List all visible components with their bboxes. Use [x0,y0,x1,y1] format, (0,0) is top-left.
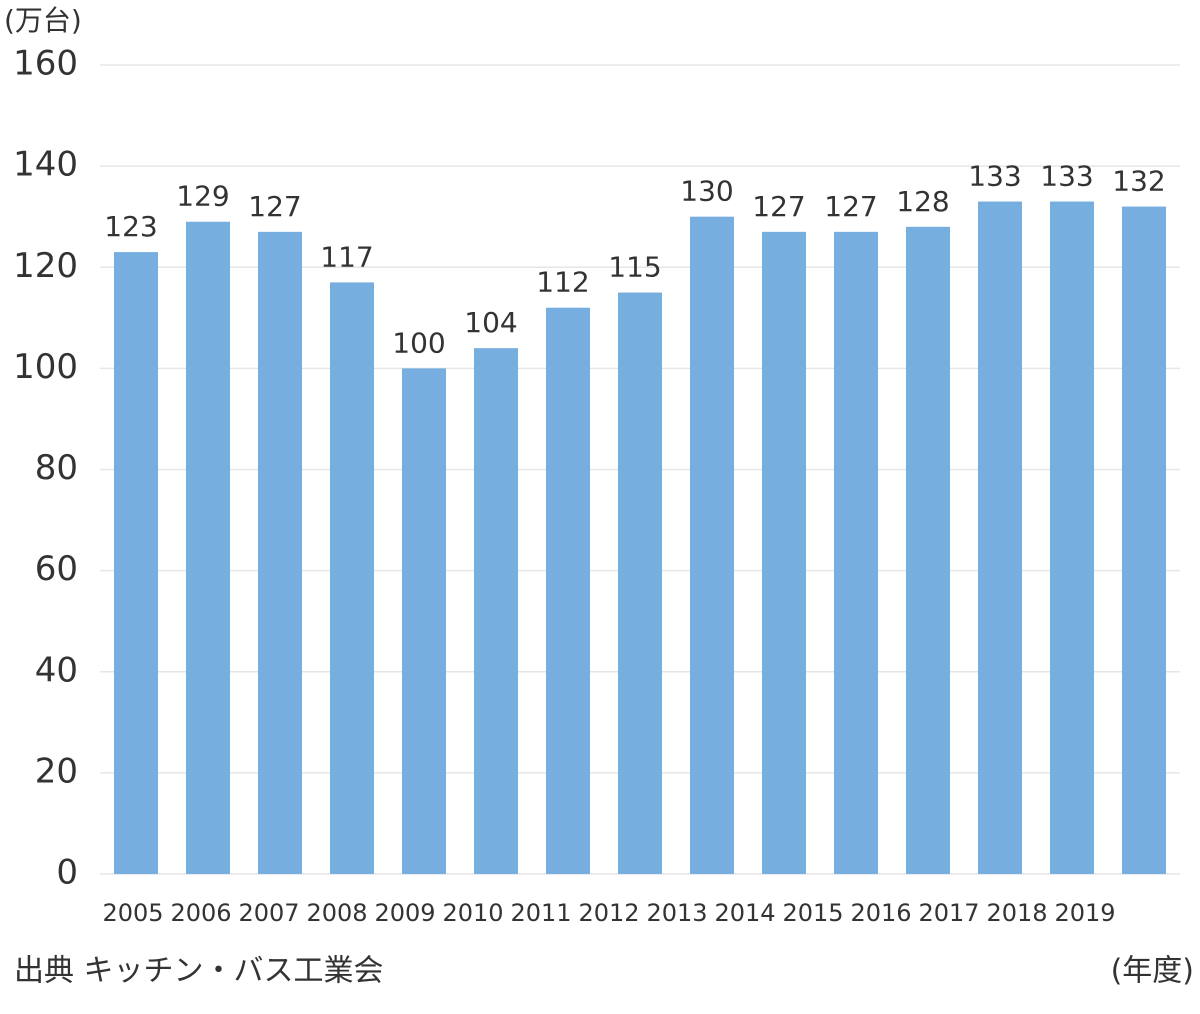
x-tick-label: 2019 [1054,899,1115,927]
value-label: 123 [104,210,157,243]
x-tick-label: 2012 [578,899,639,927]
x-tick-label: 2008 [306,899,367,927]
value-label: 129 [176,180,229,213]
bar [1122,206,1166,874]
value-label: 127 [248,190,301,223]
y-tick-label: 20 [35,751,78,791]
y-tick-label: 160 [13,44,78,84]
bar [474,348,518,874]
x-axis-label: (年度) [1111,954,1194,989]
x-tick-label: 2011 [510,899,571,927]
value-label: 100 [392,326,445,359]
bar [114,252,158,875]
value-label: 130 [680,175,733,208]
bar [906,226,950,875]
y-axis-label: (万台) [4,4,82,37]
bar [690,216,734,874]
bar [1050,201,1094,875]
value-label: 112 [536,266,589,299]
bar [762,231,806,874]
x-tick-label: 2018 [986,899,1047,927]
x-tick-label: 2015 [782,899,843,927]
value-label: 133 [1040,160,1093,193]
bar [978,201,1022,875]
bar [330,282,374,874]
value-label: 127 [824,190,877,223]
y-tick-label: 120 [13,246,78,286]
bar [402,368,446,874]
x-tick-label: 2006 [170,899,231,927]
bar [186,221,230,874]
x-tick-label: 2013 [646,899,707,927]
y-tick-label: 140 [13,145,78,185]
x-tick-label: 2014 [714,899,775,927]
y-tick-label: 80 [35,448,78,488]
x-tick-label: 2007 [238,899,299,927]
bar [258,231,302,874]
y-tick-label: 0 [56,853,78,893]
value-label: 127 [752,190,805,223]
bar [834,231,878,874]
bar [618,292,662,874]
x-tick-label: 2009 [374,899,435,927]
y-tick-label: 100 [13,347,78,387]
y-tick-label: 60 [35,549,78,589]
value-label: 117 [320,240,373,273]
value-label: 115 [608,251,661,284]
source: 出典 キッチン・バス工業会 [14,954,384,989]
x-tick-label: 2005 [102,899,163,927]
value-label: 104 [464,306,517,339]
x-tick-label: 2017 [918,899,979,927]
bar [546,307,590,874]
y-tick-label: 40 [35,650,78,690]
value-label: 133 [968,160,1021,193]
x-tick-label: 2016 [850,899,911,927]
value-label: 132 [1112,165,1165,198]
x-tick-label: 2010 [442,899,503,927]
value-label: 128 [896,185,949,218]
